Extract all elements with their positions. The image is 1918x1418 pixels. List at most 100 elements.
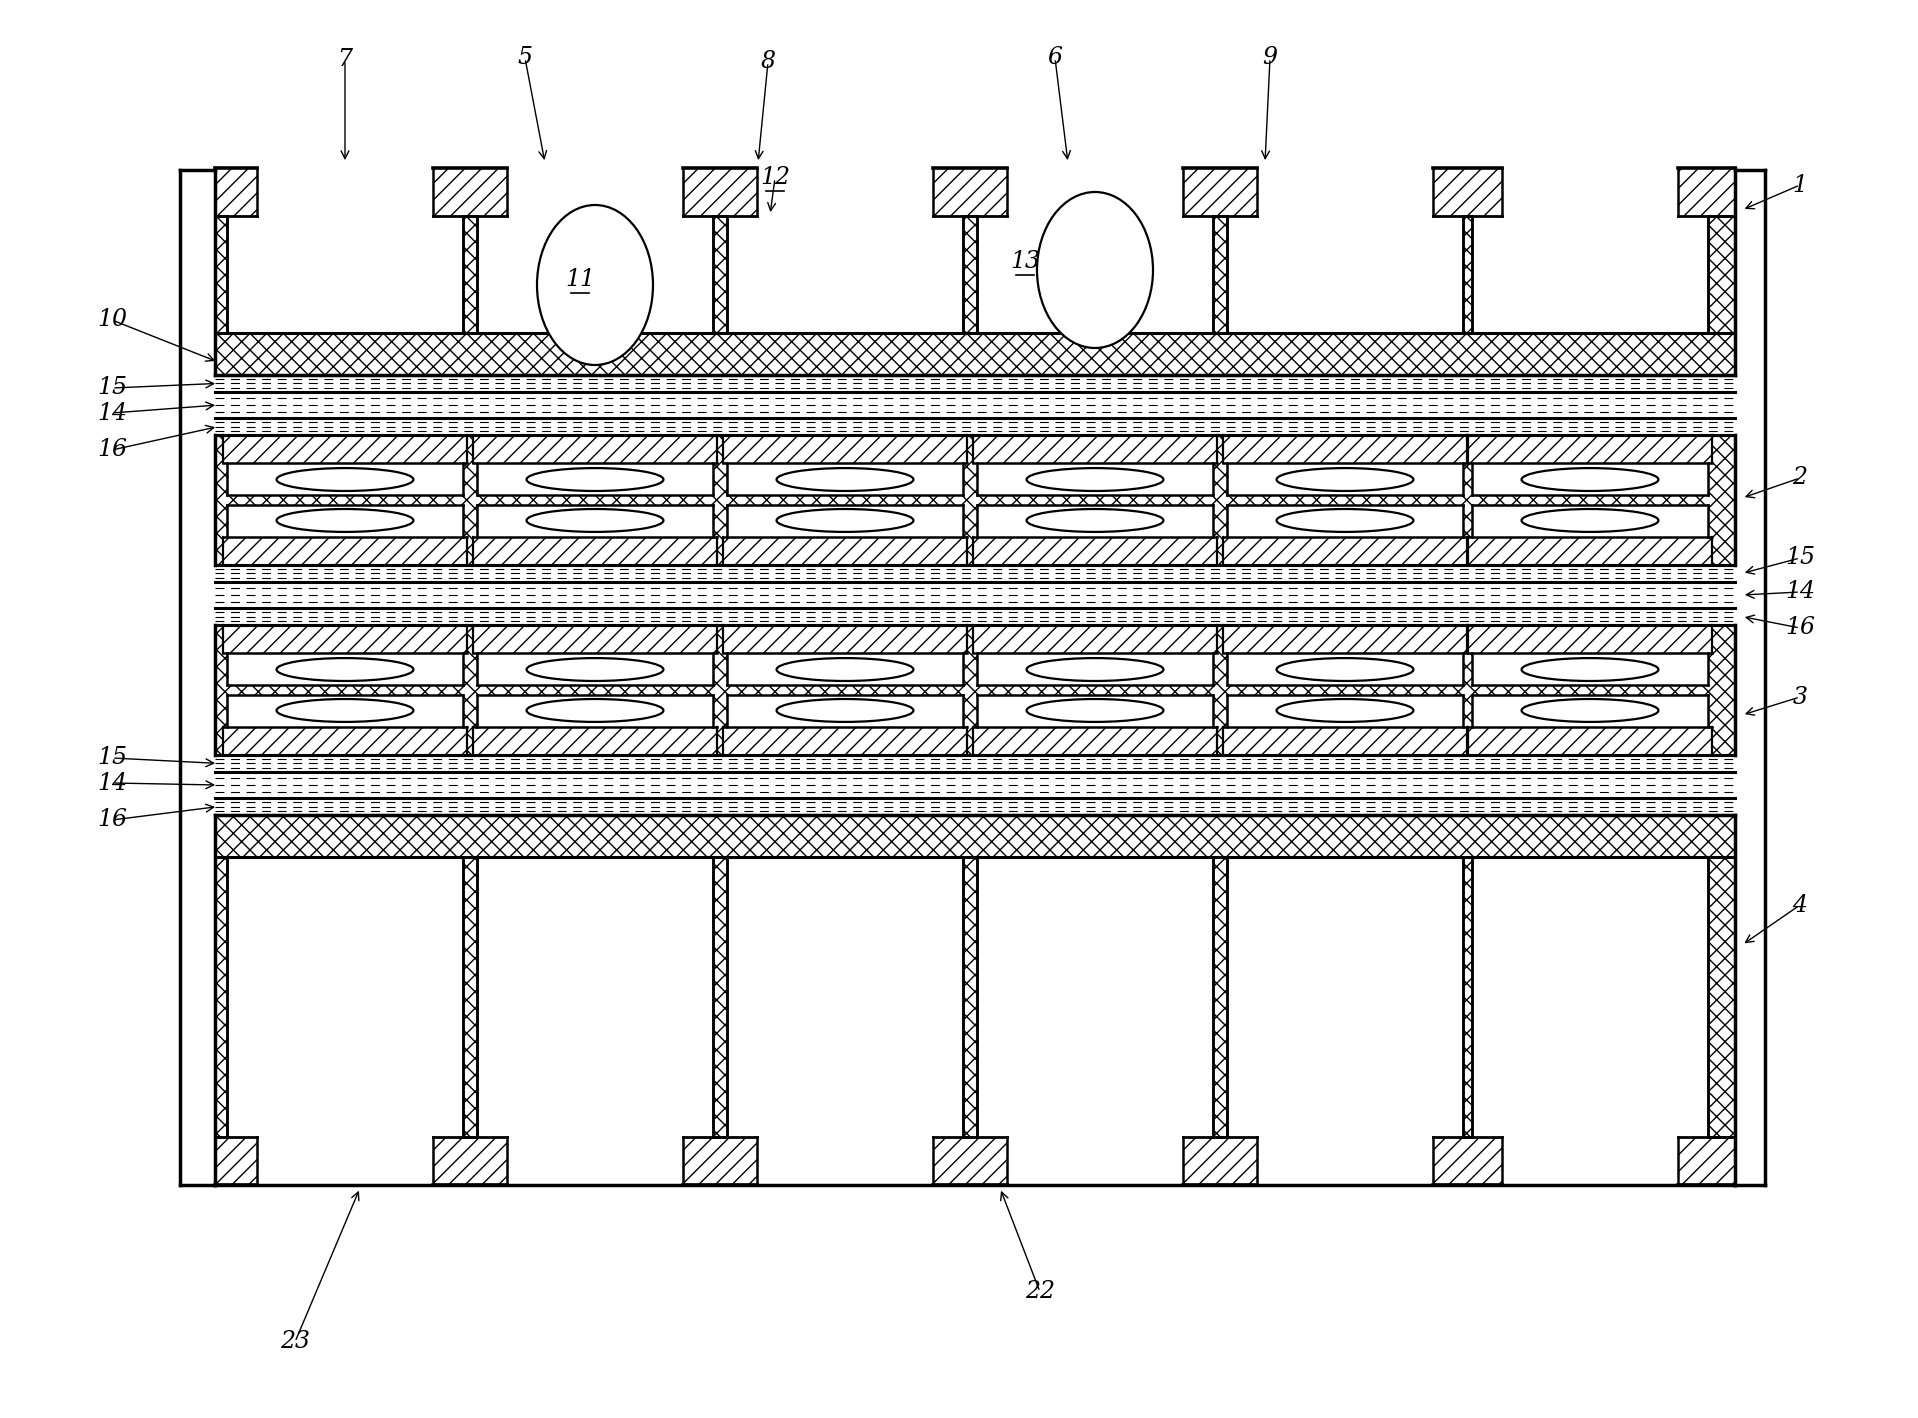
Bar — [1224, 435, 1467, 464]
Bar — [226, 435, 462, 495]
Bar — [727, 625, 963, 685]
Bar — [1471, 625, 1709, 685]
Bar — [462, 856, 478, 1137]
Bar — [972, 537, 1218, 564]
Text: 1: 1 — [1793, 173, 1807, 197]
Ellipse shape — [276, 468, 414, 491]
Bar — [222, 537, 466, 564]
Bar — [972, 727, 1218, 754]
Bar — [1224, 727, 1467, 754]
Bar — [683, 1137, 758, 1185]
Bar — [474, 537, 717, 564]
Bar — [1678, 167, 1736, 216]
Ellipse shape — [527, 509, 664, 532]
Bar — [963, 216, 976, 333]
Bar — [727, 435, 963, 495]
Bar — [215, 1137, 257, 1185]
Bar — [478, 625, 713, 685]
Ellipse shape — [1521, 658, 1659, 681]
Bar — [433, 167, 506, 216]
Bar — [215, 815, 1736, 856]
Bar — [478, 695, 713, 754]
Bar — [433, 1137, 506, 1185]
Bar — [976, 216, 1212, 333]
Bar — [1709, 856, 1736, 1137]
Bar — [1228, 505, 1463, 564]
Bar — [1467, 625, 1713, 654]
Bar — [727, 505, 963, 564]
Bar — [727, 856, 963, 1137]
Bar — [976, 856, 1212, 1137]
Bar — [215, 625, 1736, 754]
Bar — [1212, 216, 1228, 333]
Text: 11: 11 — [566, 268, 595, 292]
Text: 3: 3 — [1793, 685, 1807, 709]
Bar — [1709, 216, 1736, 333]
Bar — [222, 435, 466, 464]
Bar — [1467, 435, 1713, 464]
Ellipse shape — [1277, 468, 1414, 491]
Bar — [1228, 625, 1463, 685]
Bar — [226, 505, 462, 564]
Ellipse shape — [276, 658, 414, 681]
Bar — [1228, 435, 1463, 495]
Ellipse shape — [777, 658, 913, 681]
Ellipse shape — [537, 206, 652, 364]
Ellipse shape — [527, 658, 664, 681]
Ellipse shape — [1521, 468, 1659, 491]
Bar — [723, 625, 967, 654]
Ellipse shape — [1026, 658, 1164, 681]
Bar — [462, 216, 478, 333]
Bar — [226, 216, 462, 333]
Bar — [1224, 537, 1467, 564]
Text: 14: 14 — [1786, 580, 1814, 604]
Bar — [713, 216, 727, 333]
Bar — [474, 727, 717, 754]
Text: 14: 14 — [98, 401, 127, 424]
Bar — [1228, 695, 1463, 754]
Bar — [222, 727, 466, 754]
Text: 12: 12 — [760, 166, 790, 190]
Text: 10: 10 — [98, 309, 127, 332]
Bar — [1224, 625, 1467, 654]
Bar — [1471, 435, 1709, 495]
Bar — [1471, 856, 1709, 1137]
Text: 5: 5 — [518, 47, 533, 69]
Bar — [1463, 856, 1471, 1137]
Bar — [932, 167, 1007, 216]
Text: 7: 7 — [338, 48, 353, 71]
Bar — [1471, 695, 1709, 754]
Text: 2: 2 — [1793, 467, 1807, 489]
Bar — [215, 333, 1736, 374]
Bar — [727, 695, 963, 754]
Ellipse shape — [1026, 509, 1164, 532]
Ellipse shape — [276, 699, 414, 722]
Bar — [226, 695, 462, 754]
Bar — [1433, 1137, 1502, 1185]
Bar — [215, 216, 226, 333]
Ellipse shape — [527, 699, 664, 722]
Bar — [723, 537, 967, 564]
Bar — [1463, 216, 1471, 333]
Bar — [226, 625, 462, 685]
Ellipse shape — [777, 468, 913, 491]
Bar — [1433, 167, 1502, 216]
Ellipse shape — [276, 509, 414, 532]
Ellipse shape — [1277, 658, 1414, 681]
Bar — [972, 435, 1218, 464]
Text: 6: 6 — [1047, 47, 1063, 69]
Text: 15: 15 — [98, 377, 127, 400]
Ellipse shape — [1277, 509, 1414, 532]
Text: 22: 22 — [1024, 1280, 1055, 1303]
Bar — [723, 727, 967, 754]
Ellipse shape — [527, 468, 664, 491]
Bar — [215, 167, 257, 216]
Bar — [1467, 727, 1713, 754]
Bar — [1183, 1137, 1256, 1185]
Bar — [478, 856, 713, 1137]
Bar — [1212, 856, 1228, 1137]
Text: 16: 16 — [98, 438, 127, 461]
Ellipse shape — [1026, 699, 1164, 722]
Ellipse shape — [777, 509, 913, 532]
Bar — [474, 435, 717, 464]
